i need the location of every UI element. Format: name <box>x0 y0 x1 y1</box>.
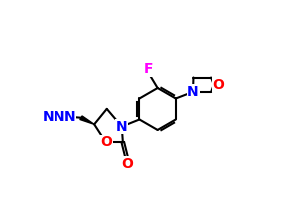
Text: O: O <box>100 135 112 150</box>
Text: N: N <box>116 119 128 134</box>
Text: O: O <box>121 157 133 171</box>
Polygon shape <box>80 116 94 124</box>
Text: F: F <box>144 62 154 76</box>
Text: N: N <box>63 110 75 124</box>
Text: N: N <box>53 110 65 124</box>
Text: N: N <box>42 110 54 124</box>
Text: O: O <box>212 78 224 92</box>
Text: N: N <box>187 85 199 99</box>
